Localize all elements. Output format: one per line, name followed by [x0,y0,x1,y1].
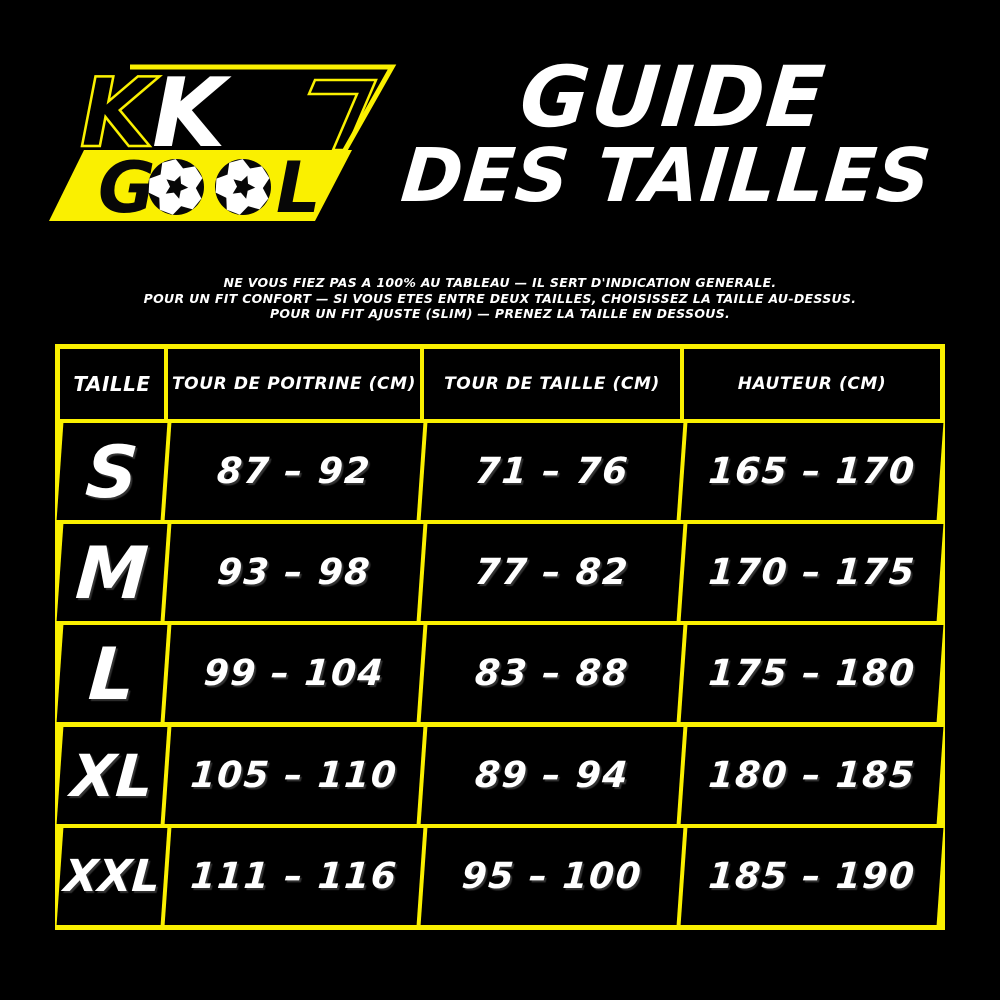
disclaimer-line-1: NE VOUS FIEZ PAS A 100% AU TABLEAU — IL … [223,275,777,290]
height-value-xxl: 185 – 190 [680,827,944,925]
waist-value-m: 77 – 82 [420,524,684,622]
size-label-s: S [56,423,168,521]
gool-letter-g: G [98,147,155,229]
size-label-xl: XL [56,726,168,824]
column-header-taille-cm: TOUR DE TAILLE (CM) [424,349,680,419]
size-label-l: L [56,625,168,723]
height-value-xl: 180 – 185 [680,726,944,824]
waist-value-l: 83 – 88 [420,625,684,723]
chest-value-s: 87 – 92 [164,423,424,521]
waist-value-xl: 89 – 94 [420,726,684,824]
column-header-hauteur: HAUTEUR (CM) [684,349,940,419]
chest-value-l: 99 – 104 [164,625,424,723]
height-value-m: 170 – 175 [680,524,944,622]
page-title: GUIDE DES TAILLES [383,48,957,219]
size-table: TAILLE TOUR DE POITRINE (CM) TOUR DE TAI… [55,344,945,930]
title-line-1: GUIDE [516,48,831,146]
size-label-m: M [56,524,168,622]
gool-letter-l: L [276,147,321,229]
kkgool-logo: K K G L [49,58,397,229]
logo-frame-line [130,64,397,152]
column-header-poitrine: TOUR DE POITRINE (CM) [168,349,420,419]
chest-value-xl: 105 – 110 [164,726,424,824]
waist-value-xxl: 95 – 100 [420,827,684,925]
title-line-2: DES TAILLES [397,133,936,219]
disclaimer-line-3: POUR UN FIT AJUSTE (SLIM) — PRENEZ LA TA… [269,306,731,321]
column-header-taille: TAILLE [60,349,164,419]
waist-value-s: 71 – 76 [420,423,684,521]
disclaimer-text: NE VOUS FIEZ PAS A 100% AU TABLEAU — IL … [0,275,1000,322]
height-value-l: 175 – 180 [680,625,944,723]
chest-value-m: 93 – 98 [164,524,424,622]
height-value-s: 165 – 170 [680,423,944,521]
size-label-xxl: XXL [56,827,168,925]
chest-value-xxl: 111 – 116 [164,827,424,925]
disclaimer-line-2: POUR UN FIT CONFORT — SI VOUS ETES ENTRE… [143,290,857,306]
